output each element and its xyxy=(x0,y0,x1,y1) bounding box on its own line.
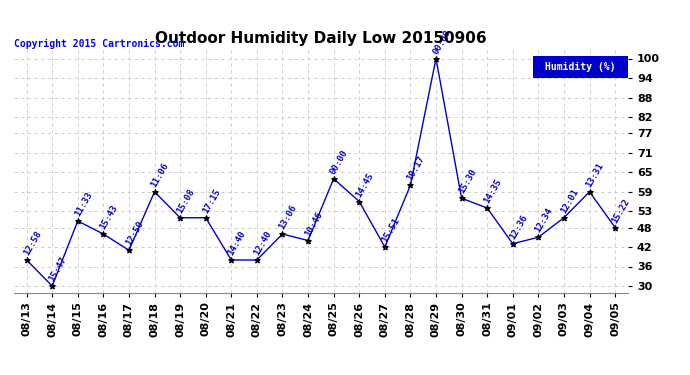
Text: 17:15: 17:15 xyxy=(201,187,222,215)
Point xyxy=(251,257,262,263)
Text: 10:46: 10:46 xyxy=(303,210,324,238)
Point xyxy=(431,56,442,62)
Point xyxy=(609,225,620,231)
Text: 00:00: 00:00 xyxy=(328,148,350,176)
Text: 13:31: 13:31 xyxy=(584,161,606,189)
Text: 12:50: 12:50 xyxy=(124,220,145,248)
Text: 00:00: 00:00 xyxy=(431,28,452,56)
Text: 12:34: 12:34 xyxy=(533,207,555,234)
Text: 14:45: 14:45 xyxy=(354,171,375,199)
Point xyxy=(124,247,135,253)
Text: 12:36: 12:36 xyxy=(508,213,529,241)
Point xyxy=(98,231,109,237)
Point xyxy=(380,244,391,250)
Text: Copyright 2015 Cartronics.com: Copyright 2015 Cartronics.com xyxy=(14,39,184,50)
Text: 15:22: 15:22 xyxy=(610,197,631,225)
Point xyxy=(328,176,339,182)
Title: Outdoor Humidity Daily Low 20150906: Outdoor Humidity Daily Low 20150906 xyxy=(155,31,486,46)
Point xyxy=(584,189,595,195)
Point xyxy=(405,182,416,188)
Point xyxy=(456,195,467,201)
Text: 15:43: 15:43 xyxy=(99,204,119,231)
Text: 13:06: 13:06 xyxy=(277,204,299,231)
Text: 12:40: 12:40 xyxy=(252,230,273,257)
Point xyxy=(226,257,237,263)
Text: 15:30: 15:30 xyxy=(457,168,477,195)
Point xyxy=(558,215,569,221)
Point xyxy=(507,241,518,247)
Point xyxy=(200,215,211,221)
Point xyxy=(302,237,313,243)
Text: 10:17: 10:17 xyxy=(406,155,426,183)
Text: 15:47: 15:47 xyxy=(47,255,68,283)
Point xyxy=(175,215,186,221)
Text: 15:08: 15:08 xyxy=(175,187,197,215)
Point xyxy=(533,234,544,240)
Text: 11:33: 11:33 xyxy=(72,190,94,218)
Text: 12:58: 12:58 xyxy=(21,230,43,257)
Point xyxy=(21,257,32,263)
Text: 14:40: 14:40 xyxy=(226,230,248,257)
Text: 15:51: 15:51 xyxy=(380,216,401,244)
Point xyxy=(277,231,288,237)
Point xyxy=(47,283,58,289)
Text: 14:35: 14:35 xyxy=(482,177,504,205)
Point xyxy=(149,189,160,195)
Text: 11:06: 11:06 xyxy=(150,161,170,189)
Point xyxy=(354,198,365,204)
Text: 12:01: 12:01 xyxy=(559,187,580,215)
Point xyxy=(482,205,493,211)
Point xyxy=(72,218,83,224)
